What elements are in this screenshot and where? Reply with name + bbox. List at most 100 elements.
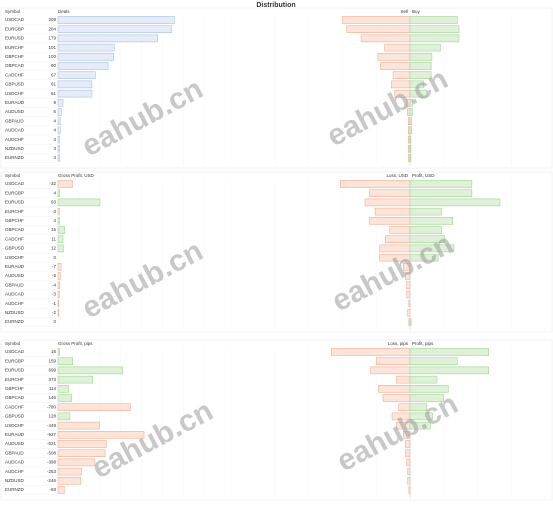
value-bar	[58, 63, 108, 70]
distribution-bar	[407, 459, 410, 466]
value-bar	[58, 263, 61, 270]
symbol: USDCHF	[5, 255, 24, 260]
value: 3	[53, 137, 56, 142]
symbol: GBPUSD	[5, 414, 25, 419]
symbol: USDCHF	[5, 423, 24, 428]
series-header: Sell	[400, 9, 408, 14]
distribution-bar	[347, 26, 410, 33]
symbol: AUDCHF	[5, 137, 24, 142]
symbol: EURGBP	[5, 358, 24, 363]
symbol: EURUSD	[5, 36, 25, 41]
symbol: EURAUD	[5, 264, 25, 269]
value-bar	[58, 441, 106, 448]
value: 12	[51, 246, 57, 251]
distribution-bar	[410, 44, 440, 51]
distribution-bar	[365, 199, 410, 206]
value: 67	[51, 72, 57, 77]
value: 4	[53, 218, 56, 223]
value: 128	[48, 414, 56, 419]
value: 6	[53, 109, 56, 114]
value: 114	[49, 386, 57, 391]
symbol: USDCAD	[5, 17, 25, 22]
symbol: NZDUSD	[5, 146, 24, 151]
distribution-bar	[410, 367, 489, 374]
symbol: EURCHF	[5, 45, 24, 50]
value-bar	[58, 118, 60, 125]
value: 0	[53, 319, 56, 324]
value-bar	[58, 422, 100, 429]
distribution-bar	[340, 181, 410, 188]
distribution-bar	[331, 349, 410, 356]
symbol: GBPCAD	[5, 395, 25, 400]
symbol: GBPCAD	[5, 63, 25, 68]
symbol: GBPUSD	[5, 246, 25, 251]
value: -508	[47, 450, 57, 455]
symbol: AUDCAD	[5, 128, 25, 133]
value-bar	[58, 385, 69, 392]
value: 146	[48, 395, 56, 400]
value-header: Deals	[58, 9, 70, 14]
value: 0	[53, 255, 56, 260]
value-bar	[58, 145, 60, 152]
value: 16	[51, 349, 57, 354]
series-header: Buy	[412, 9, 421, 14]
value-bar	[58, 99, 63, 106]
value-bar	[58, 227, 65, 234]
symbol: GBPCHF	[5, 54, 24, 59]
symbol: EURAUD	[5, 100, 25, 105]
symbol: CADCHF	[5, 236, 24, 241]
distribution-bar	[410, 190, 472, 197]
distribution-bar	[371, 367, 410, 374]
panel-frame	[1, 340, 552, 500]
value-bar	[58, 404, 130, 411]
symbol: EURCHF	[5, 209, 24, 214]
value: 4	[53, 128, 56, 133]
symbol: GBPCHF	[5, 218, 24, 223]
value: 93	[51, 200, 57, 205]
symbol: AUDUSD	[5, 441, 25, 446]
value-bar	[58, 349, 59, 356]
symbol: EURGBP	[5, 190, 24, 195]
value-bar	[58, 291, 59, 298]
value: 3	[53, 146, 56, 151]
distribution-bar	[410, 26, 459, 33]
value-bar	[58, 376, 93, 383]
value: -3	[52, 209, 56, 214]
symbol: USDCHF	[5, 91, 24, 96]
value-bar	[58, 395, 72, 402]
value: 61	[51, 82, 57, 87]
symbol: EURNZD	[5, 487, 24, 492]
symbol: CADCHF	[5, 404, 24, 409]
value: 204	[48, 26, 56, 31]
series-header: Loss, pips	[388, 341, 409, 346]
symbol: EURNZD	[5, 155, 24, 160]
value-bar	[58, 245, 63, 252]
value-bar	[58, 413, 70, 420]
value-bar	[58, 282, 60, 289]
value-bar	[58, 309, 59, 316]
value-bar	[58, 181, 72, 188]
value-bar	[58, 35, 158, 42]
symbol: EURUSD	[5, 200, 25, 205]
value-header: Gross Profit, USD	[58, 173, 95, 178]
symbol-header: Symbol	[5, 341, 20, 346]
value-bar	[58, 477, 81, 484]
value: -253	[47, 469, 57, 474]
distribution-bar	[410, 181, 472, 188]
value-bar	[58, 217, 60, 224]
symbol: AUDUSD	[5, 273, 25, 278]
value: 179	[48, 36, 56, 41]
symbol: CADCHF	[5, 72, 24, 77]
distribution-bar	[380, 63, 410, 70]
distribution-bar	[410, 17, 457, 24]
value: 4	[53, 118, 56, 123]
symbol-header: Symbol	[5, 173, 20, 178]
distribution-bar	[408, 127, 410, 134]
distribution-bar	[408, 155, 410, 162]
value-bar	[58, 367, 123, 374]
value-bar	[58, 190, 60, 197]
value-bar	[58, 468, 81, 475]
value-bar	[58, 199, 100, 206]
value: -2	[52, 310, 56, 315]
distribution-bar	[410, 35, 459, 42]
